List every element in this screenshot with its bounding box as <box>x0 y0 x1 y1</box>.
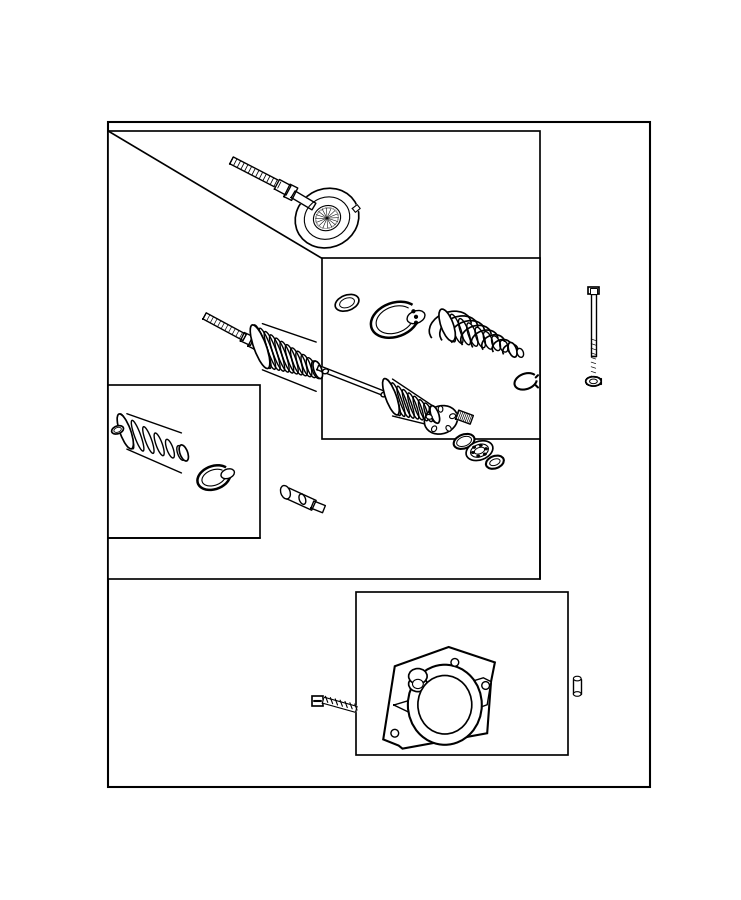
Ellipse shape <box>414 321 417 324</box>
Ellipse shape <box>574 692 581 697</box>
Ellipse shape <box>179 445 188 461</box>
Polygon shape <box>240 332 254 346</box>
Ellipse shape <box>250 325 270 368</box>
Ellipse shape <box>425 406 458 434</box>
Polygon shape <box>383 647 495 749</box>
Polygon shape <box>352 204 360 212</box>
Ellipse shape <box>485 447 488 450</box>
Polygon shape <box>248 335 263 351</box>
Ellipse shape <box>382 379 399 415</box>
Bar <box>312 696 323 706</box>
Ellipse shape <box>471 451 474 454</box>
Ellipse shape <box>418 676 472 734</box>
Ellipse shape <box>412 310 415 313</box>
Ellipse shape <box>339 298 354 308</box>
Bar <box>590 288 597 293</box>
Bar <box>588 286 599 294</box>
Ellipse shape <box>413 680 423 688</box>
Ellipse shape <box>335 294 359 311</box>
Bar <box>591 294 596 356</box>
Ellipse shape <box>426 415 432 419</box>
Ellipse shape <box>471 444 488 457</box>
Polygon shape <box>393 678 491 724</box>
Ellipse shape <box>466 441 493 461</box>
Ellipse shape <box>305 197 350 239</box>
Bar <box>108 385 260 537</box>
Ellipse shape <box>114 428 122 432</box>
Ellipse shape <box>391 729 399 737</box>
Ellipse shape <box>446 426 451 431</box>
Ellipse shape <box>474 447 485 454</box>
Ellipse shape <box>414 315 417 319</box>
Ellipse shape <box>508 342 517 357</box>
Polygon shape <box>285 488 316 510</box>
Ellipse shape <box>299 494 306 504</box>
Ellipse shape <box>483 453 486 455</box>
Ellipse shape <box>453 434 474 449</box>
Ellipse shape <box>517 348 524 357</box>
Ellipse shape <box>430 406 439 423</box>
Ellipse shape <box>117 414 133 449</box>
Ellipse shape <box>313 205 341 230</box>
Ellipse shape <box>456 436 471 446</box>
Ellipse shape <box>408 669 427 684</box>
Polygon shape <box>317 365 393 399</box>
Ellipse shape <box>473 446 476 448</box>
Polygon shape <box>203 313 246 340</box>
Ellipse shape <box>486 455 504 469</box>
Ellipse shape <box>221 469 234 479</box>
Polygon shape <box>274 179 291 195</box>
Ellipse shape <box>295 188 359 248</box>
Ellipse shape <box>431 426 436 432</box>
Ellipse shape <box>585 377 601 386</box>
Polygon shape <box>230 157 281 188</box>
Bar <box>322 258 539 439</box>
Polygon shape <box>456 410 473 424</box>
Ellipse shape <box>479 445 482 446</box>
Ellipse shape <box>450 414 456 418</box>
Ellipse shape <box>439 309 455 341</box>
Ellipse shape <box>490 459 500 465</box>
Polygon shape <box>322 698 357 712</box>
Polygon shape <box>284 184 298 201</box>
Ellipse shape <box>476 454 480 457</box>
Ellipse shape <box>585 377 601 386</box>
Ellipse shape <box>112 426 124 434</box>
Bar <box>356 591 568 755</box>
Polygon shape <box>291 191 316 210</box>
Bar <box>108 131 539 580</box>
Ellipse shape <box>408 676 427 692</box>
Ellipse shape <box>281 485 290 499</box>
Bar <box>574 679 581 694</box>
Ellipse shape <box>322 369 328 374</box>
Ellipse shape <box>574 676 581 681</box>
Ellipse shape <box>482 681 490 689</box>
Ellipse shape <box>451 659 459 666</box>
Polygon shape <box>311 501 325 513</box>
Ellipse shape <box>407 310 425 324</box>
Ellipse shape <box>313 361 322 379</box>
Ellipse shape <box>438 406 443 412</box>
Ellipse shape <box>590 379 597 383</box>
Bar <box>585 378 601 384</box>
Ellipse shape <box>381 392 387 397</box>
Ellipse shape <box>408 665 482 745</box>
